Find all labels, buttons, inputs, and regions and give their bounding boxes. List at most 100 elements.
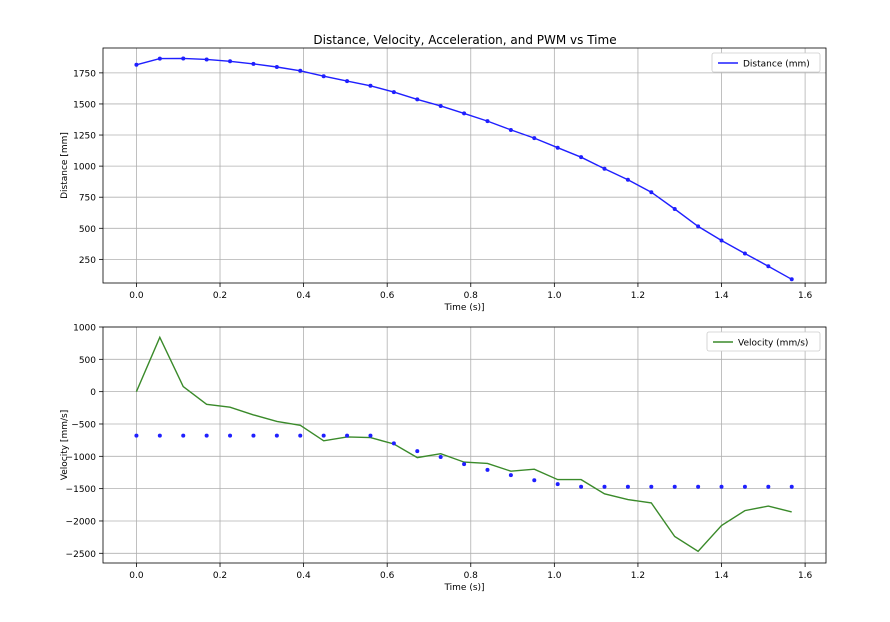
y-axis-label: Velocity [mm/s] (60, 410, 70, 480)
data-point (485, 467, 490, 472)
data-point (391, 441, 396, 446)
y-tick-label: 1000 (73, 324, 96, 334)
data-point (672, 207, 677, 212)
data-point (204, 57, 209, 62)
y-tick-label: 500 (79, 225, 96, 235)
x-tick-label: 1.4 (714, 571, 729, 581)
data-point (391, 90, 396, 95)
x-tick-label: 1.0 (547, 571, 562, 581)
data-point (298, 68, 303, 73)
data-point (602, 484, 607, 489)
plot-frame (102, 47, 827, 284)
data-point (298, 433, 303, 438)
x-axis-label: Time (s)] (443, 583, 484, 593)
x-tick-label: 1.6 (798, 571, 813, 581)
data-point (742, 484, 747, 489)
data-point (742, 251, 747, 256)
data-point (157, 56, 162, 61)
data-point (462, 111, 467, 116)
x-tick-label: 0.2 (213, 291, 227, 301)
data-point (251, 433, 256, 438)
data-point (181, 433, 186, 438)
data-point (555, 482, 560, 487)
y-tick-label: 1500 (73, 100, 96, 110)
data-point (579, 155, 584, 160)
x-tick-label: 0.4 (296, 571, 311, 581)
x-tick-label: 0.8 (464, 571, 479, 581)
data-point (134, 433, 139, 438)
legend-label: Distance (mm) (743, 60, 810, 70)
data-point (438, 103, 443, 108)
data-point (274, 65, 279, 70)
data-point (696, 224, 701, 229)
data-point (719, 238, 724, 243)
y-tick-label: −2500 (66, 550, 97, 560)
plot-frame (102, 326, 827, 564)
data-point (228, 433, 233, 438)
x-tick-label: 0.0 (129, 571, 144, 581)
data-point (368, 83, 373, 88)
data-point (672, 484, 677, 489)
data-point (696, 484, 701, 489)
data-point (789, 484, 794, 489)
legend-box (711, 52, 821, 73)
y-tick-label: 1250 (73, 132, 96, 142)
y-tick-label: 250 (79, 256, 96, 266)
data-point (415, 97, 420, 102)
x-tick-label: 1.2 (631, 291, 645, 301)
data-point (345, 79, 350, 84)
data-point (181, 56, 186, 61)
data-point (321, 433, 326, 438)
y-tick-label: 750 (79, 194, 96, 204)
x-tick-label: 0.2 (213, 571, 227, 581)
x-tick-label: 0.6 (380, 291, 395, 301)
data-point (157, 433, 162, 438)
data-point (719, 484, 724, 489)
data-point (532, 478, 537, 483)
data-point (508, 473, 513, 478)
data-point (462, 462, 467, 467)
data-point (274, 433, 279, 438)
data-point (789, 277, 794, 282)
x-tick-label: 1.2 (631, 571, 645, 581)
data-point (345, 433, 350, 438)
x-tick-label: 1.0 (547, 291, 562, 301)
y-tick-label: −1000 (66, 453, 97, 463)
figure-title: Distance, Velocity, Acceleration, and PW… (313, 33, 616, 47)
distance-subplot: 0.0 0.2 0.4 0.6 0.8 1.0 1.2 1.4 1.6 250 500 750 1000… (60, 47, 827, 313)
x-tick-label: 1.4 (714, 291, 729, 301)
data-point (532, 136, 537, 141)
y-tick-label: −2000 (66, 517, 97, 527)
data-point (438, 454, 443, 459)
data-point (368, 433, 373, 438)
y-tick-label: 1000 (73, 163, 96, 173)
data-point (134, 62, 139, 67)
data-point (649, 484, 654, 489)
data-point (415, 449, 420, 454)
y-tick-label: −1500 (66, 485, 97, 495)
data-point (228, 59, 233, 64)
x-tick-label: 0.4 (296, 291, 311, 301)
x-axis-label: Time (s)] (443, 303, 484, 313)
x-tick-label: 1.6 (798, 291, 813, 301)
data-point (508, 127, 513, 132)
data-point (625, 177, 630, 182)
legend-label: Velocity (mm/s) (738, 339, 808, 349)
y-axis-label: Distance [mm] (60, 132, 70, 199)
data-point (555, 145, 560, 150)
data-point (321, 74, 326, 79)
data-point (485, 119, 490, 124)
data-point (251, 61, 256, 66)
data-point (602, 166, 607, 171)
x-tick-label: 0.6 (380, 571, 395, 581)
y-tick-label: −500 (71, 420, 96, 430)
y-tick-label: 1750 (73, 69, 96, 79)
data-point (579, 484, 584, 489)
data-point (766, 484, 771, 489)
data-point (766, 264, 771, 269)
data-point (204, 433, 209, 438)
y-tick-label: 0 (90, 388, 96, 398)
legend-box (706, 331, 821, 352)
y-tick-label: 500 (79, 356, 96, 366)
